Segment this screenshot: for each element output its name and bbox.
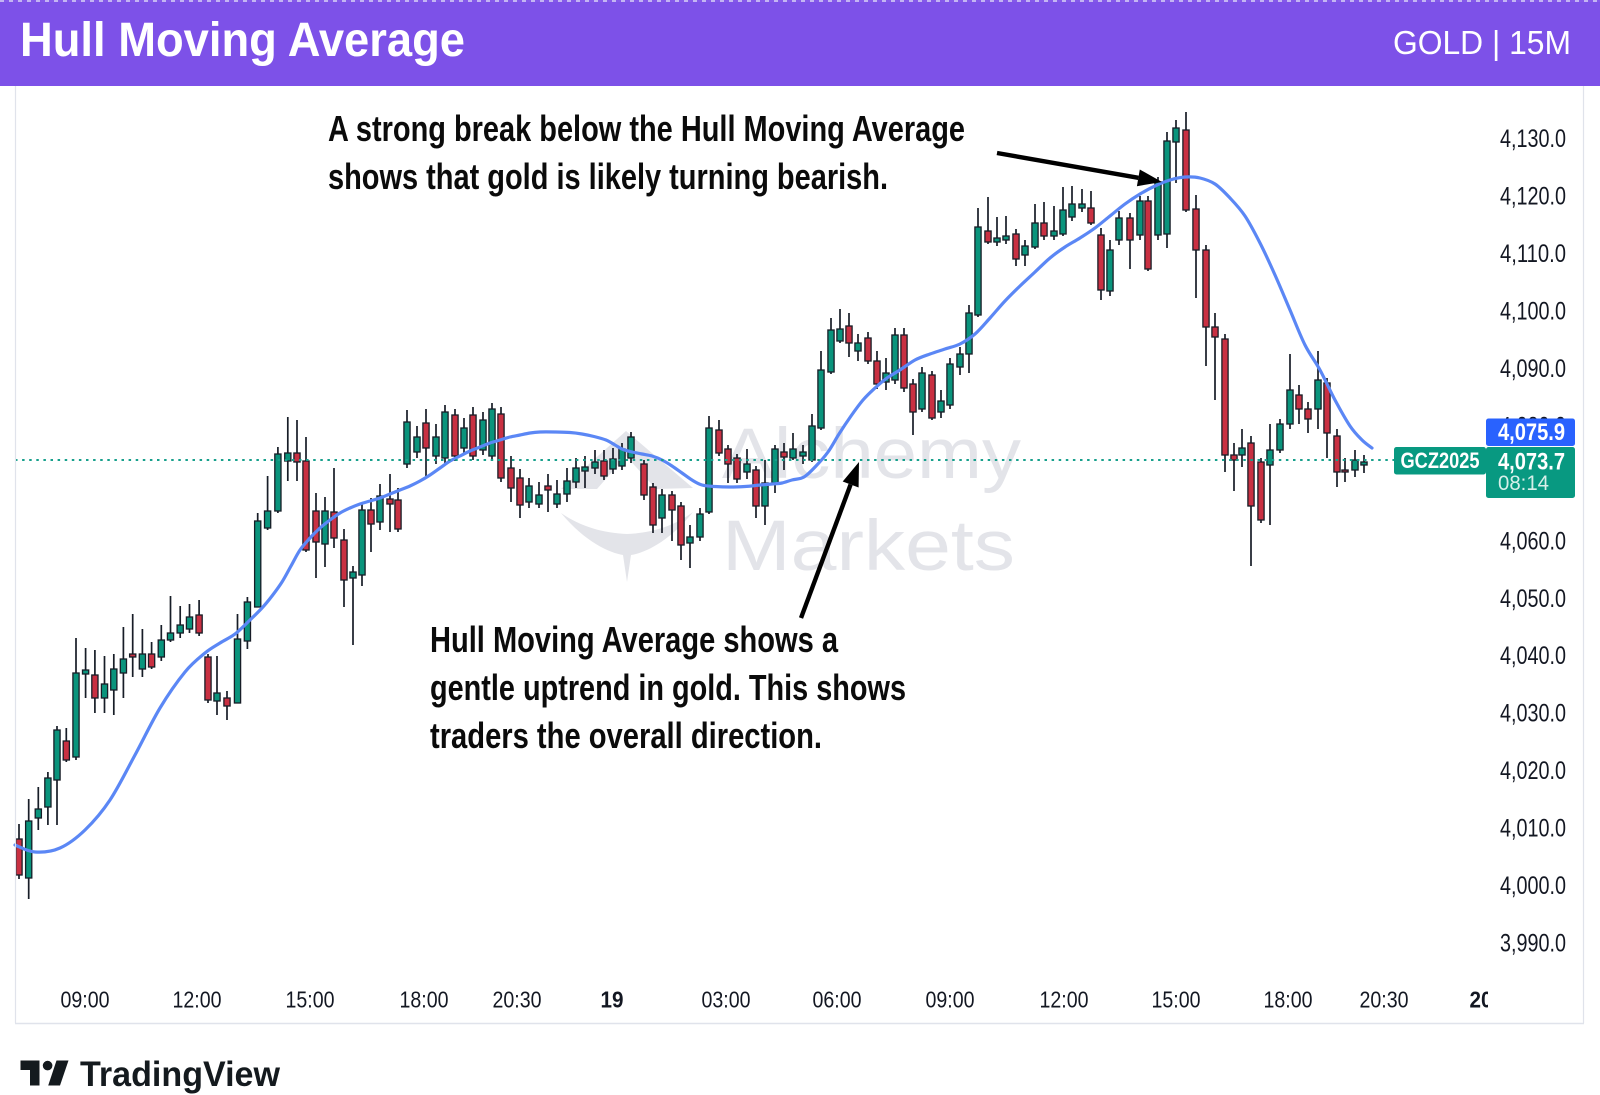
svg-text:A strong break below the Hull: A strong break below the Hull Moving Ave…	[328, 108, 965, 149]
svg-text:GCZ2025: GCZ2025	[1401, 448, 1480, 473]
svg-text:Alchemy: Alchemy	[722, 415, 1022, 494]
svg-text:09:00: 09:00	[926, 987, 975, 1013]
svg-text:12:00: 12:00	[173, 987, 222, 1013]
svg-text:4,000.0: 4,000.0	[1500, 872, 1566, 900]
svg-text:Markets: Markets	[722, 507, 1015, 586]
svg-text:03:00: 03:00	[702, 987, 751, 1013]
svg-text:4,075.9: 4,075.9	[1498, 419, 1565, 446]
svg-text:15:00: 15:00	[1152, 987, 1201, 1013]
svg-text:06:00: 06:00	[813, 987, 862, 1013]
svg-text:08:14: 08:14	[1498, 472, 1549, 495]
svg-text:20: 20	[1470, 987, 1493, 1013]
svg-text:20:30: 20:30	[1360, 987, 1409, 1013]
svg-text:gentle uptrend in gold. This s: gentle uptrend in gold. This shows	[430, 667, 906, 708]
svg-text:18:00: 18:00	[400, 987, 449, 1013]
svg-text:18:00: 18:00	[1264, 987, 1313, 1013]
svg-text:4,010.0: 4,010.0	[1500, 815, 1566, 843]
svg-text:3,990.0: 3,990.0	[1500, 929, 1566, 957]
svg-text:traders the overall direction.: traders the overall direction.	[430, 715, 822, 756]
svg-text:4,040.0: 4,040.0	[1500, 642, 1566, 670]
svg-text:Hull Moving Average shows a: Hull Moving Average shows a	[430, 619, 839, 660]
svg-text:19: 19	[601, 987, 624, 1013]
svg-text:4,090.0: 4,090.0	[1500, 355, 1566, 383]
svg-text:shows that gold is likely turn: shows that gold is likely turning bearis…	[328, 156, 888, 197]
svg-text:15:00: 15:00	[286, 987, 335, 1013]
svg-text:09:00: 09:00	[61, 987, 110, 1013]
svg-text:TradingView: TradingView	[80, 1055, 281, 1094]
svg-text:4,060.0: 4,060.0	[1500, 527, 1566, 555]
svg-text:Hull Moving Average: Hull Moving Average	[20, 14, 465, 67]
svg-text:4,020.0: 4,020.0	[1500, 757, 1566, 785]
svg-text:12:00: 12:00	[1040, 987, 1089, 1013]
svg-text:4,050.0: 4,050.0	[1500, 585, 1566, 613]
svg-text:4,110.0: 4,110.0	[1500, 240, 1566, 268]
svg-text:4,073.7: 4,073.7	[1498, 449, 1565, 476]
svg-text:20:30: 20:30	[493, 987, 542, 1013]
svg-text:4,030.0: 4,030.0	[1500, 700, 1566, 728]
svg-text:4,100.0: 4,100.0	[1500, 298, 1566, 326]
svg-text:GOLD | 15M: GOLD | 15M	[1393, 24, 1571, 61]
svg-text:4,130.0: 4,130.0	[1500, 125, 1566, 153]
svg-text:4,120.0: 4,120.0	[1500, 183, 1566, 211]
